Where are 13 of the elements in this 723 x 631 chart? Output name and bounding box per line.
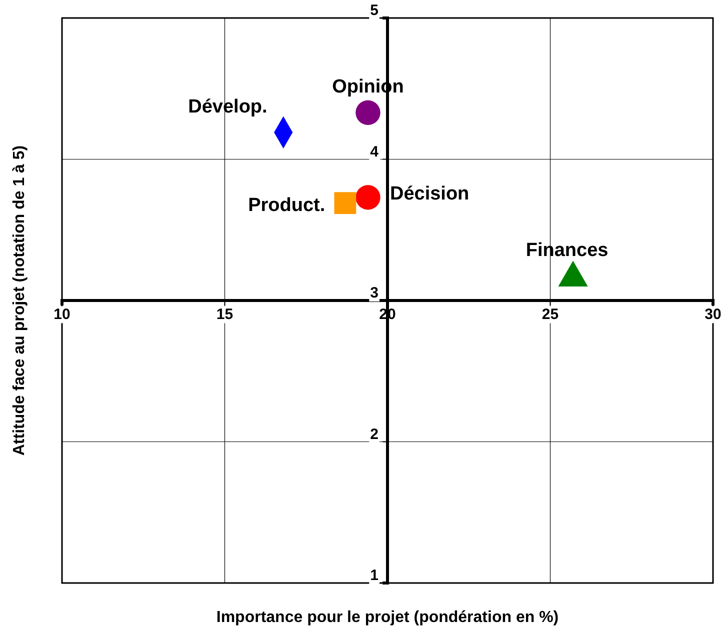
series-label: Product. <box>248 195 326 216</box>
x-tick-label: 10 <box>54 306 70 324</box>
y-tick-label: 3 <box>370 284 378 302</box>
y-tick-label: 2 <box>370 426 378 443</box>
y-tick-label: 1 <box>370 567 378 584</box>
x-tick-label: 30 <box>704 306 722 324</box>
y-axis-title: Attitude face au projet (notation de 1 à 5) <box>11 145 28 456</box>
x-tick-label: 15 <box>216 306 234 324</box>
x-axis-title: Importance pour le projet (pondération en %) <box>216 609 559 626</box>
series-label: Décision <box>390 183 470 204</box>
y-tick-label: 5 <box>370 2 378 19</box>
x-tick-label: 25 <box>542 306 559 324</box>
y-tick-label: 4 <box>370 143 380 160</box>
